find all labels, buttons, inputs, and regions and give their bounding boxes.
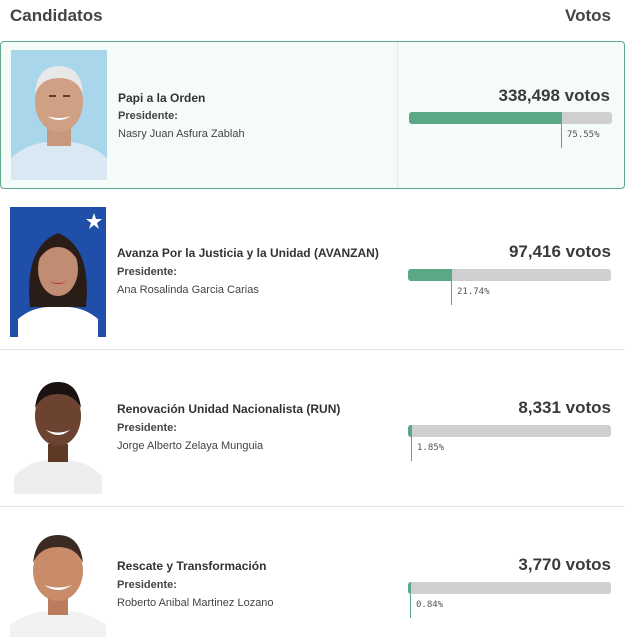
card-divider xyxy=(0,349,625,350)
candidate-photo xyxy=(11,50,107,180)
vote-share-bar xyxy=(409,112,612,124)
vote-count: 8,331 votos xyxy=(518,398,611,417)
votes-heading: Votos xyxy=(565,6,611,25)
candidate-card-garcia[interactable]: Avanza Por la Justicia y la Unidad (AVAN… xyxy=(0,194,625,350)
vote-percent: 75.55% xyxy=(567,130,600,140)
vote-share-marker xyxy=(411,437,412,461)
party-name: Rescate y Transformación xyxy=(117,559,267,573)
candidate-card-asfura[interactable]: Papi a la Orden Presidente: Nasry Juan A… xyxy=(0,41,625,189)
vote-count: 3,770 votos xyxy=(518,555,611,574)
vote-share-bar xyxy=(408,582,611,594)
role-label: Presidente: xyxy=(118,110,178,122)
vote-count: 338,498 votos xyxy=(498,86,610,105)
card-divider xyxy=(0,506,625,507)
vote-percent: 21.74% xyxy=(457,287,490,297)
vote-percent: 0.84% xyxy=(416,600,444,610)
candidate-name: Roberto Anibal Martinez Lozano xyxy=(117,597,274,609)
party-name: Papi a la Orden xyxy=(118,91,206,105)
candidate-photo xyxy=(10,521,106,637)
vote-share-fill xyxy=(408,425,412,437)
vote-share-marker xyxy=(410,594,411,618)
vote-share-fill xyxy=(408,582,411,594)
vote-percent: 1.85% xyxy=(417,443,445,453)
candidate-photo xyxy=(10,207,106,337)
party-name: Avanza Por la Justicia y la Unidad (AVAN… xyxy=(117,246,379,260)
candidate-card-martinez[interactable]: Rescate y Transformación Presidente: Rob… xyxy=(0,507,625,637)
vote-share-fill xyxy=(408,269,452,281)
role-label: Presidente: xyxy=(117,579,177,591)
candidate-name: Jorge Alberto Zelaya Munguia xyxy=(117,440,264,452)
vote-share-bar xyxy=(408,425,611,437)
vote-share-marker xyxy=(451,281,452,305)
vote-count: 97,416 votos xyxy=(508,242,611,261)
candidates-heading: Candidatos xyxy=(10,6,103,25)
candidate-card-zelaya[interactable]: Renovación Unidad Nacionalista (RUN) Pre… xyxy=(0,350,625,507)
party-name: Renovación Unidad Nacionalista (RUN) xyxy=(117,402,341,416)
column-separator xyxy=(397,42,398,188)
role-label: Presidente: xyxy=(117,422,177,434)
vote-share-bar xyxy=(408,269,611,281)
role-label: Presidente: xyxy=(117,266,177,278)
candidate-name: Nasry Juan Asfura Zablah xyxy=(118,128,245,140)
candidate-name: Ana Rosalinda Garcia Carias xyxy=(117,284,259,296)
vote-share-fill xyxy=(409,112,562,124)
results-header: Candidatos Votos xyxy=(0,0,625,34)
candidate-photo xyxy=(10,364,106,494)
vote-share-marker xyxy=(561,124,562,148)
